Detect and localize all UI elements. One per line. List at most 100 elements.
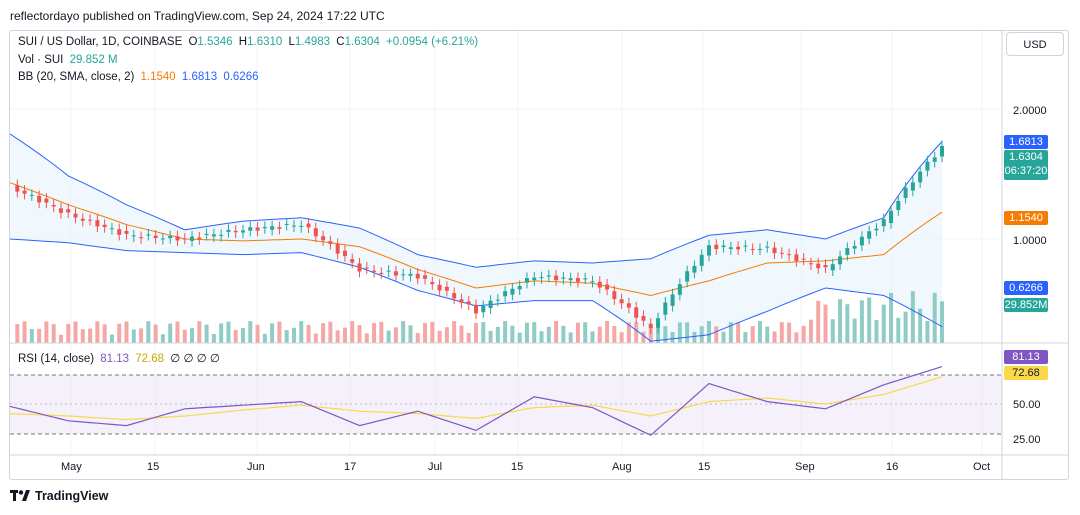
publish-info: reflectordayo published on TradingView.c…: [10, 9, 385, 23]
time-label-sep-16: 16: [886, 461, 898, 473]
volume-bar-68: [503, 321, 508, 343]
candle-body-43: [321, 236, 326, 241]
candle-body-65: [481, 305, 486, 313]
candle-body-123: [903, 187, 908, 198]
candle-body-98: [721, 245, 726, 248]
candle-body-77: [568, 278, 573, 281]
volume-bar-6: [51, 324, 56, 343]
candle-body-27: [204, 233, 209, 235]
time-label-may-15: 15: [147, 461, 159, 473]
volume-bar-7: [58, 334, 63, 343]
candle-body-8: [66, 209, 71, 213]
tradingview-logo[interactable]: TradingView: [10, 489, 108, 503]
candle-body-57: [423, 275, 428, 279]
volume-bar-70: [517, 332, 522, 343]
candle-body-85: [626, 303, 631, 308]
volume-bar-11: [88, 328, 93, 343]
candle-body-93: [685, 271, 690, 282]
volume-bar-85: [626, 322, 631, 343]
volume-bar-48: [357, 325, 362, 343]
volume-bar-72: [532, 322, 537, 343]
candle-body-25: [190, 236, 195, 241]
candlesticks: [15, 140, 944, 334]
candle-body-31: [233, 230, 238, 233]
volume-bar-119: [874, 319, 879, 343]
candle-body-42: [313, 228, 318, 237]
candle-body-44: [328, 241, 333, 244]
candle-body-78: [575, 277, 580, 282]
candle-body-61: [452, 293, 457, 299]
volume-bar-44: [328, 321, 333, 343]
volume-bar-97: [714, 326, 719, 343]
volume-legend[interactable]: Vol · SUI 29.852 M: [18, 54, 121, 66]
volume-bar-61: [452, 321, 457, 343]
candle-body-88: [648, 323, 653, 329]
currency-button[interactable]: USD: [1006, 32, 1064, 56]
candle-body-38: [284, 223, 289, 225]
volume-bar-42: [313, 333, 318, 343]
candle-body-6: [51, 204, 56, 207]
candle-body-46: [342, 250, 347, 257]
rsi-legend[interactable]: RSI (14, close) 81.13 72.68 ∅ ∅ ∅ ∅: [18, 351, 223, 365]
candle-body-124: [910, 182, 915, 191]
volume-bar-126: [925, 320, 930, 343]
candle-body-126: [925, 161, 930, 171]
volume-bar-84: [619, 332, 624, 343]
candle-body-102: [750, 248, 755, 250]
symbol-name[interactable]: SUI / US Dollar, 1D, COINBASE: [18, 36, 183, 48]
candle-body-26: [197, 237, 202, 239]
volume-bar-2: [22, 321, 27, 343]
bb-legend[interactable]: BB (20, SMA, close, 2) 1.1540 1.6813 0.6…: [18, 71, 262, 83]
bb-basis-tag: 1.1540: [1004, 211, 1048, 225]
candle-body-76: [561, 277, 566, 279]
volume-bar-112: [823, 304, 828, 343]
candle-body-51: [379, 272, 384, 274]
volume-bar-110: [808, 319, 813, 343]
volume-bar-98: [721, 331, 726, 343]
candle-body-108: [794, 254, 799, 261]
volume-bar-29: [219, 323, 224, 343]
bollinger-upper-line: [9, 133, 943, 268]
time-axis[interactable]: May 15 Jun 17 Jul 15 Aug 15 Sep 16 Oct: [61, 461, 990, 473]
volume-bar-57: [423, 322, 428, 343]
chart-frame[interactable]: [9, 30, 1069, 480]
volume-bar-67: [495, 326, 500, 343]
candle-body-89: [656, 318, 661, 328]
bb-label: BB (20, SMA, close, 2): [18, 71, 135, 83]
volume-bar-5: [44, 321, 49, 343]
candle-body-45: [335, 244, 340, 254]
candle-body-13: [102, 224, 107, 228]
candle-body-66: [488, 300, 493, 309]
candle-body-86: [634, 307, 639, 318]
candle-body-54: [401, 274, 406, 276]
volume-bar-115: [845, 304, 850, 343]
candle-body-52: [386, 270, 391, 272]
candle-body-80: [590, 281, 595, 283]
candle-body-60: [444, 286, 449, 291]
volume-bar-23: [175, 321, 180, 343]
candle-body-84: [619, 299, 624, 304]
volume-bar-87: [641, 331, 646, 343]
tradingview-brand: TradingView: [35, 489, 109, 503]
volume-bar-69: [510, 325, 515, 343]
volume-bar-124: [910, 291, 915, 343]
candle-body-3: [29, 194, 34, 196]
bollinger-basis-line: [9, 182, 943, 297]
symbol-legend[interactable]: SUI / US Dollar, 1D, COINBASE O1.5346 H1…: [18, 36, 481, 48]
candle-body-104: [765, 246, 770, 248]
volume-bar-96: [707, 321, 711, 343]
volume-bar-95: [699, 326, 704, 343]
rsi-tag: 81.13: [1004, 350, 1048, 364]
change-value: +0.0954 (+6.21%): [386, 36, 479, 48]
candle-body-49: [364, 267, 369, 269]
candle-body-125: [918, 171, 923, 183]
rsi-tick-25: 25.00: [1013, 434, 1041, 446]
volume-bar-34: [255, 324, 260, 343]
volume-bar-65: [481, 322, 486, 343]
volume-bar-109: [801, 325, 806, 343]
candle-body-109: [801, 258, 806, 260]
volume-bar-77: [568, 332, 573, 343]
candle-body-117: [859, 236, 864, 246]
